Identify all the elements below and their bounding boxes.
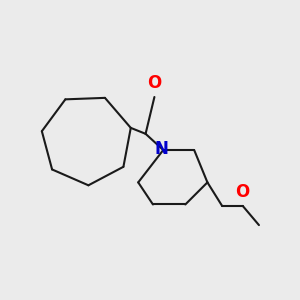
Text: O: O: [147, 74, 161, 92]
Text: N: N: [155, 140, 169, 158]
Text: O: O: [236, 183, 250, 201]
